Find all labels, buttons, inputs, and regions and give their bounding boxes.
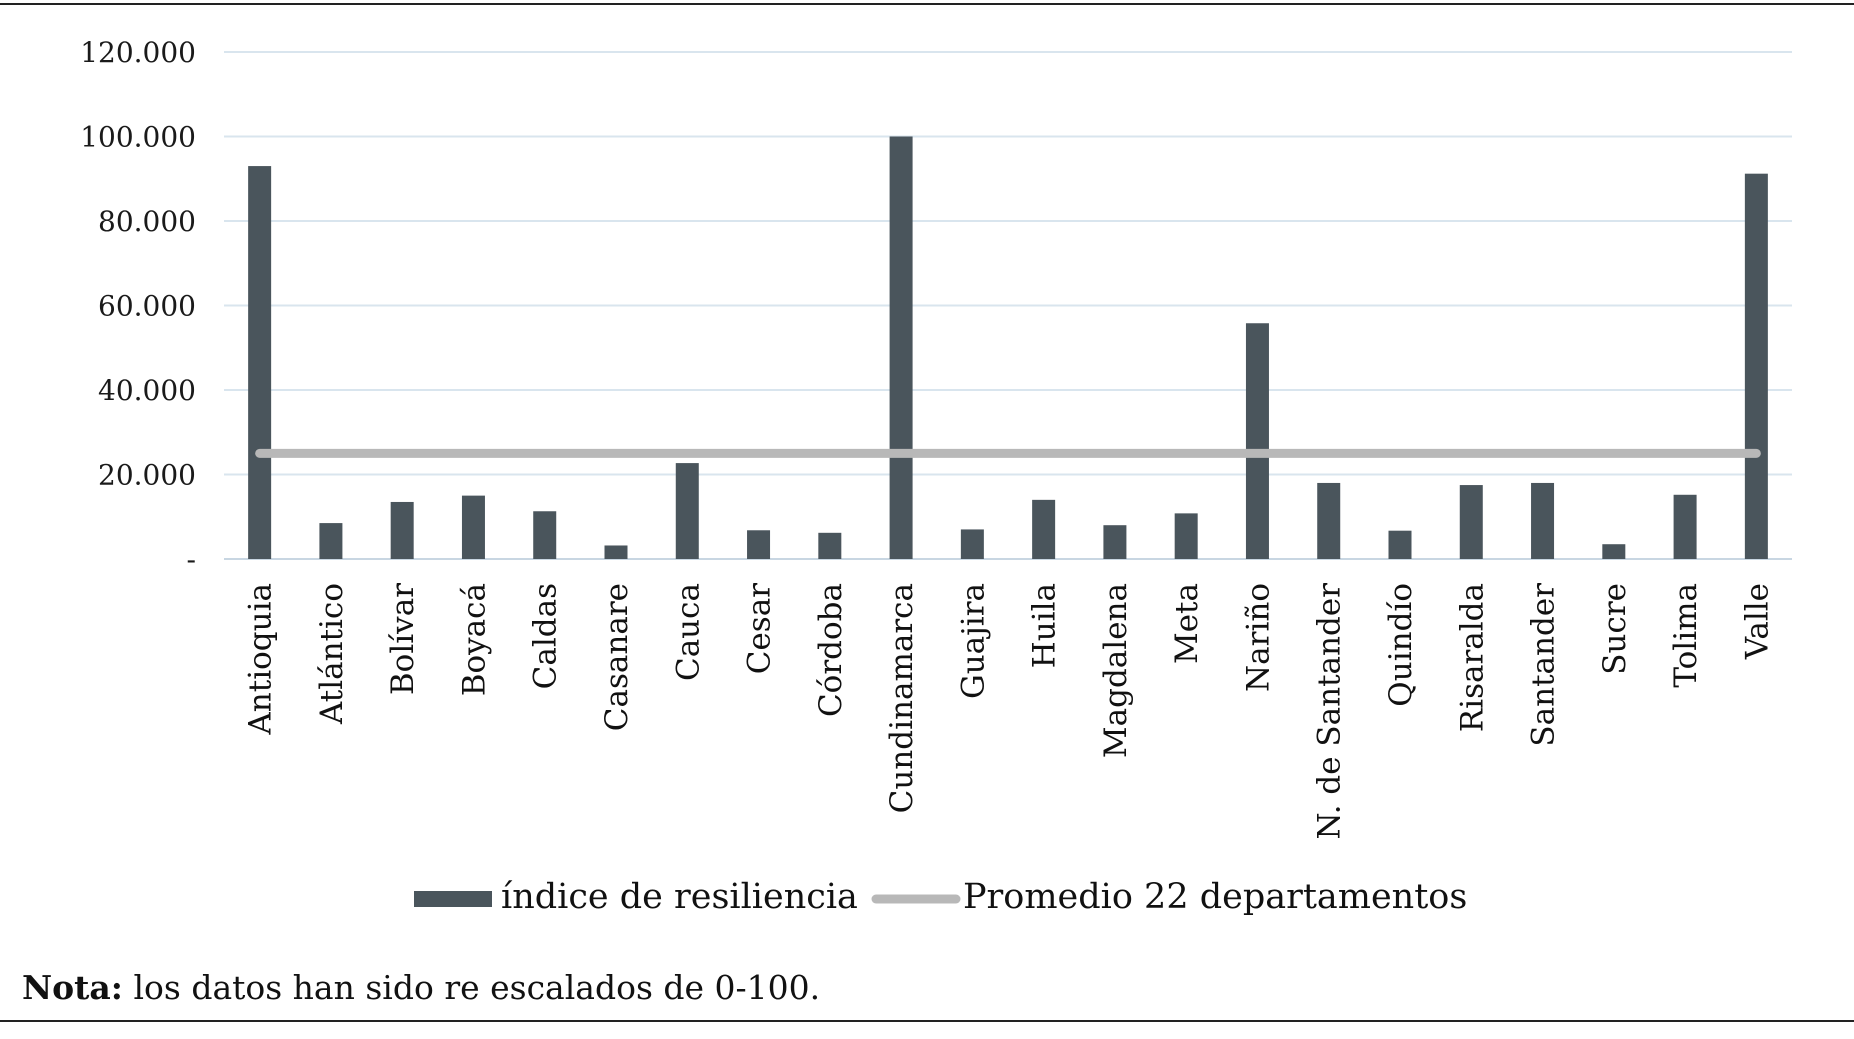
y-tick-label: 60.000 — [98, 290, 196, 323]
y-tick-label: 100.000 — [80, 121, 196, 154]
y-axis-ticks: - 20.000 40.000 60.000 80.000 100.000 120.000 — [80, 36, 196, 576]
x-tick-label: Bolívar — [385, 583, 421, 695]
legend-label-average: Promedio 22 departamentos — [963, 877, 1467, 917]
x-tick-label: Huila — [1027, 583, 1063, 668]
bar — [889, 136, 913, 559]
bar — [1174, 513, 1198, 559]
legend: índice de resiliencia Promedio 22 depart… — [414, 877, 1467, 917]
bar — [604, 545, 628, 559]
bar — [1744, 173, 1768, 559]
bar — [248, 166, 272, 559]
x-tick-label: Boyacá — [456, 583, 492, 696]
bar — [1032, 499, 1056, 559]
x-tick-label: Santander — [1526, 583, 1562, 747]
x-tick-label: Casanare — [599, 583, 635, 731]
bar — [1388, 530, 1412, 559]
bar — [1317, 482, 1341, 559]
bar — [319, 523, 343, 559]
x-tick-label: Nariño — [1240, 583, 1276, 692]
x-tick-label: Tolima — [1668, 583, 1704, 688]
bars — [248, 136, 1768, 559]
x-tick-label: Quindío — [1383, 583, 1419, 707]
bar — [1531, 482, 1555, 559]
bar — [960, 529, 984, 559]
x-tick-label: Cundinamarca — [884, 583, 920, 813]
bar — [1245, 323, 1269, 559]
x-tick-label: Antioquia — [243, 583, 279, 736]
bar — [675, 463, 699, 559]
x-tick-label: Cauca — [670, 583, 706, 681]
bar — [1602, 544, 1626, 559]
x-tick-label: Valle — [1739, 583, 1775, 660]
bar-chart: -20.00040.00060.00080.000100.000120.000 … — [80, 36, 1792, 917]
x-tick-label: Magdalena — [1098, 583, 1134, 758]
y-tick-label: 80.000 — [98, 205, 196, 238]
legend-label-index: índice de resiliencia — [501, 877, 858, 917]
x-tick-label: Caldas — [528, 583, 564, 689]
x-tick-label: Risaralda — [1454, 583, 1490, 732]
y-tick-label: - — [187, 543, 196, 576]
x-tick-label: Sucre — [1597, 583, 1633, 675]
y-tick-label: 40.000 — [98, 374, 196, 407]
x-axis-labels: Antioquia Atlántico Bolívar Boyacá Caldas Cas… — [243, 583, 1776, 840]
bar — [1673, 494, 1697, 559]
bar — [461, 495, 485, 559]
x-tick-label: Meta — [1169, 583, 1205, 664]
x-tick-label: Córdoba — [813, 583, 849, 717]
x-tick-label: Cesar — [742, 583, 778, 674]
x-tick-label: Atlántico — [314, 583, 350, 725]
bar — [1459, 485, 1483, 559]
x-tick-label: Guajira — [955, 583, 991, 699]
bar — [1103, 525, 1127, 559]
y-tick-label: 20.000 — [98, 459, 196, 492]
x-tick-label: N. de Santander — [1312, 583, 1348, 840]
bar — [533, 511, 557, 559]
note-label: Nota: — [22, 968, 123, 1007]
top-rule — [0, 3, 1854, 5]
bottom-rule — [0, 1020, 1854, 1022]
legend-bar-swatch — [414, 891, 492, 907]
note-text: los datos han sido re escalados de 0-100… — [122, 968, 821, 1007]
gridlines — [224, 51, 1792, 560]
bar — [390, 501, 414, 559]
note: Nota: los datos han sido re escalados de… — [22, 968, 820, 1007]
bar — [818, 532, 842, 559]
bar — [747, 530, 771, 559]
y-tick-label: 120.000 — [80, 36, 196, 69]
